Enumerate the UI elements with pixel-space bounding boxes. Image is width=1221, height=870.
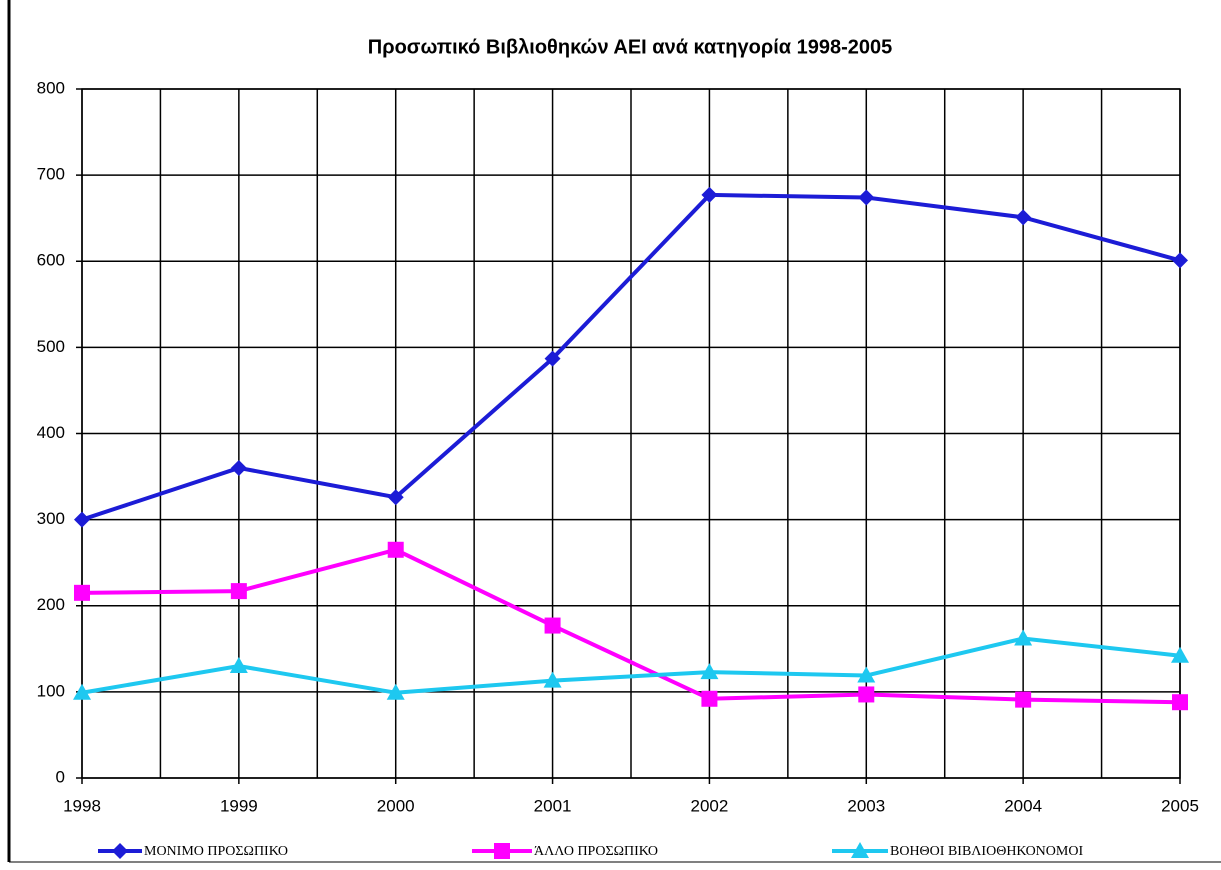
y-tick-label: 0 xyxy=(56,767,65,786)
marker xyxy=(701,690,718,707)
series-line xyxy=(81,636,1181,695)
marker xyxy=(230,459,247,476)
marker xyxy=(858,189,875,206)
legend-label: ΒΟΗΘΟΙ ΒΙΒΛΙΟΘΗΚΟΝΟΜΟΙ xyxy=(890,844,1083,859)
series-line xyxy=(81,192,1181,522)
x-tick-label: 2005 xyxy=(1161,796,1199,815)
x-tick-label: 2004 xyxy=(1004,796,1042,815)
marker xyxy=(386,683,405,700)
legend: ΜΟΝΙΜΟ ΠΡΟΣΩΠΙΚΟ ΆΛΛΟ ΠΡΟΣΩΠΙΚΟ ΒΟΗΘΟΙ ΒΙΒ… xyxy=(98,842,1083,859)
marker xyxy=(544,350,561,367)
marker xyxy=(1014,629,1033,646)
marker xyxy=(700,663,719,680)
x-tick-label: 2002 xyxy=(691,796,729,815)
legend-marker xyxy=(112,843,128,859)
legend-label: ΆΛΛΟ ΠΡΟΣΩΠΙΚΟ xyxy=(534,844,658,859)
marker xyxy=(1015,209,1032,226)
marker xyxy=(858,686,875,703)
marker xyxy=(1172,252,1188,269)
marker xyxy=(1015,691,1032,708)
marker xyxy=(230,583,247,600)
x-tick-label: 2000 xyxy=(377,796,415,815)
marker xyxy=(229,657,248,674)
marker xyxy=(1171,646,1189,663)
x-tick-label: 2001 xyxy=(534,796,572,815)
y-tick-label: 100 xyxy=(37,681,65,700)
chart-title: Προσωπικό Βιβλιοθηκών ΑΕΙ ανά κατηγορία … xyxy=(368,36,893,58)
marker xyxy=(73,683,91,700)
y-tick-label: 300 xyxy=(37,509,65,528)
x-tick-label: 2003 xyxy=(847,796,885,815)
y-tick-label: 700 xyxy=(37,165,65,184)
x-tick-label: 1999 xyxy=(220,796,258,815)
marker xyxy=(74,584,90,601)
marker xyxy=(701,186,718,203)
marker xyxy=(857,666,876,683)
marker xyxy=(544,617,561,634)
y-tick-label: 600 xyxy=(37,251,65,270)
legend-marker xyxy=(851,842,869,858)
legend-marker xyxy=(494,843,510,859)
marker xyxy=(387,541,404,558)
marker xyxy=(543,671,562,688)
legend-label: ΜΟΝΙΜΟ ΠΡΟΣΩΠΙΚΟ xyxy=(144,844,288,859)
y-tick-label: 500 xyxy=(37,337,65,356)
y-tick-label: 800 xyxy=(37,78,65,97)
marker xyxy=(387,489,404,506)
marker xyxy=(74,511,90,528)
y-tick-label: 400 xyxy=(37,423,65,442)
series-line xyxy=(81,547,1181,705)
marker xyxy=(1172,694,1188,711)
x-tick-label: 1998 xyxy=(63,796,101,815)
y-tick-label: 200 xyxy=(37,595,65,614)
